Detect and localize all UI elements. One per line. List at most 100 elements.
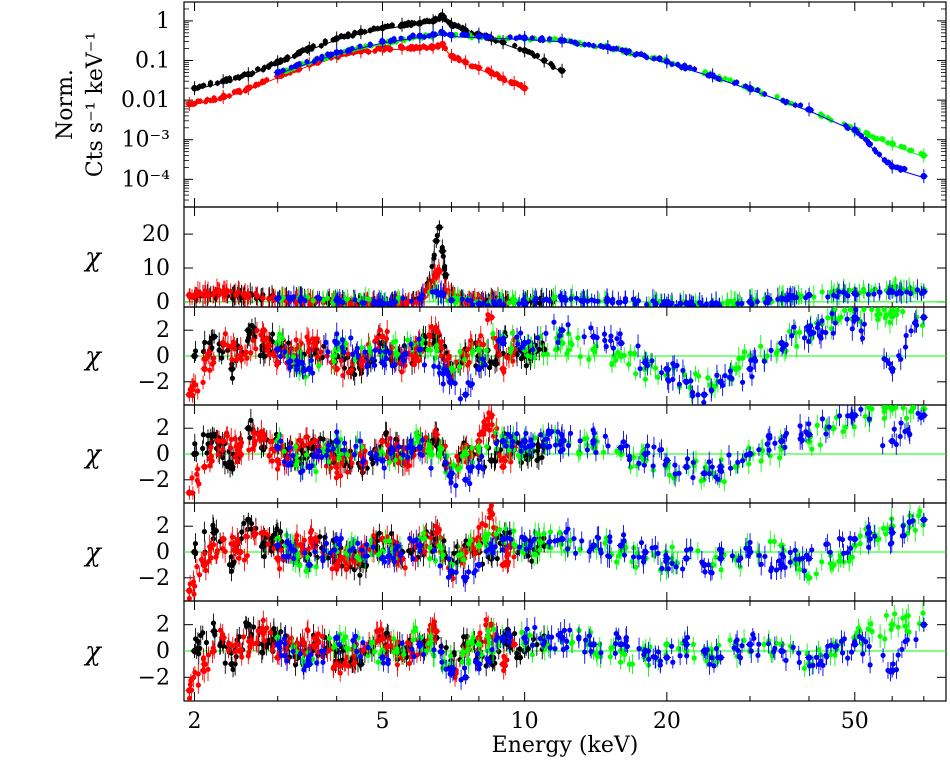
data-point [882, 157, 888, 163]
data-point [460, 25, 466, 31]
data-point [649, 358, 655, 364]
data-point [786, 328, 793, 334]
data-point [431, 363, 437, 369]
data-point [500, 335, 507, 341]
data-point [670, 376, 676, 382]
data-point [748, 357, 754, 363]
data-point [189, 101, 196, 107]
data-point [530, 347, 536, 353]
data-point [731, 303, 737, 307]
data-point [309, 370, 316, 376]
data-point [211, 359, 217, 366]
data-point [633, 371, 639, 377]
data-point [331, 364, 338, 370]
data-point [716, 76, 723, 82]
data-point [192, 382, 198, 388]
data-point [610, 345, 617, 351]
data-layer [185, 307, 928, 405]
data-point [457, 349, 463, 355]
y-tick-label: 0 [156, 290, 170, 315]
data-point [221, 93, 228, 99]
data-point [490, 331, 496, 337]
data-point [532, 355, 538, 361]
data-point [779, 346, 785, 353]
series-blue [273, 307, 928, 405]
data-point [348, 300, 354, 307]
data-point [200, 379, 206, 385]
data-point [774, 93, 780, 100]
data-point [615, 349, 621, 356]
y-axis-title-line1: Norm. [53, 69, 78, 140]
data-point [555, 339, 561, 345]
data-point [708, 388, 715, 394]
spectrum-panel: 1 0.1 0.01 10⁻³ 10⁻⁴ Norm. Cts s⁻¹ keV⁻¹ [53, 1, 947, 208]
series-red [185, 258, 519, 307]
data-point [325, 349, 331, 355]
data-point [191, 352, 198, 360]
data-point [302, 367, 308, 373]
data-point [259, 78, 266, 84]
data-point [205, 293, 211, 299]
data-point [588, 325, 594, 331]
data-point [248, 350, 254, 356]
data-point [397, 302, 403, 307]
data-point [739, 300, 745, 307]
data-point [920, 314, 928, 321]
data-point [491, 72, 498, 78]
data-point [310, 336, 316, 342]
data-point [238, 345, 244, 351]
data-point [433, 324, 439, 331]
data-point [874, 136, 880, 142]
data-point [291, 294, 297, 300]
data-point [495, 338, 502, 344]
data-point [323, 339, 329, 345]
data-point [507, 34, 513, 40]
data-point [254, 327, 260, 334]
data-point [902, 344, 909, 350]
data-point [666, 303, 672, 307]
data-point [209, 335, 215, 341]
data-point [537, 36, 543, 42]
data-point [422, 287, 428, 294]
data-point [509, 330, 516, 336]
data-point [247, 435, 253, 441]
data-point [791, 324, 797, 330]
data-point [523, 363, 529, 369]
data-point [201, 365, 208, 373]
data-point [308, 357, 314, 364]
data-point [369, 356, 375, 362]
data-point [294, 366, 300, 373]
panel-frame [183, 1, 947, 208]
data-point [814, 325, 821, 331]
data-point [304, 59, 310, 65]
data-point [541, 57, 548, 64]
data-point [655, 374, 661, 380]
data-point [526, 338, 532, 345]
data-point [200, 348, 207, 355]
y-tick-label: 2 [156, 318, 170, 343]
data-point [480, 300, 487, 307]
data-point [362, 29, 368, 35]
data-point [385, 23, 391, 29]
data-layer [185, 405, 928, 500]
residual-panel-2: 20−2 χ [83, 306, 947, 406]
data-point [434, 232, 440, 239]
data-point [832, 320, 838, 326]
data-point [903, 332, 909, 339]
data-point [793, 294, 800, 300]
data-point [558, 327, 566, 334]
data-point [310, 297, 316, 304]
data-point [890, 141, 896, 147]
data-point [459, 296, 465, 302]
data-point [553, 36, 559, 43]
data-point [291, 53, 297, 59]
data-point [364, 362, 370, 368]
data-point [201, 356, 207, 362]
data-point [282, 349, 288, 355]
data-point [446, 32, 452, 38]
data-point [632, 301, 639, 307]
data-point [274, 362, 280, 368]
data-point [229, 375, 236, 381]
data-point [829, 310, 835, 317]
data-point [439, 345, 445, 351]
